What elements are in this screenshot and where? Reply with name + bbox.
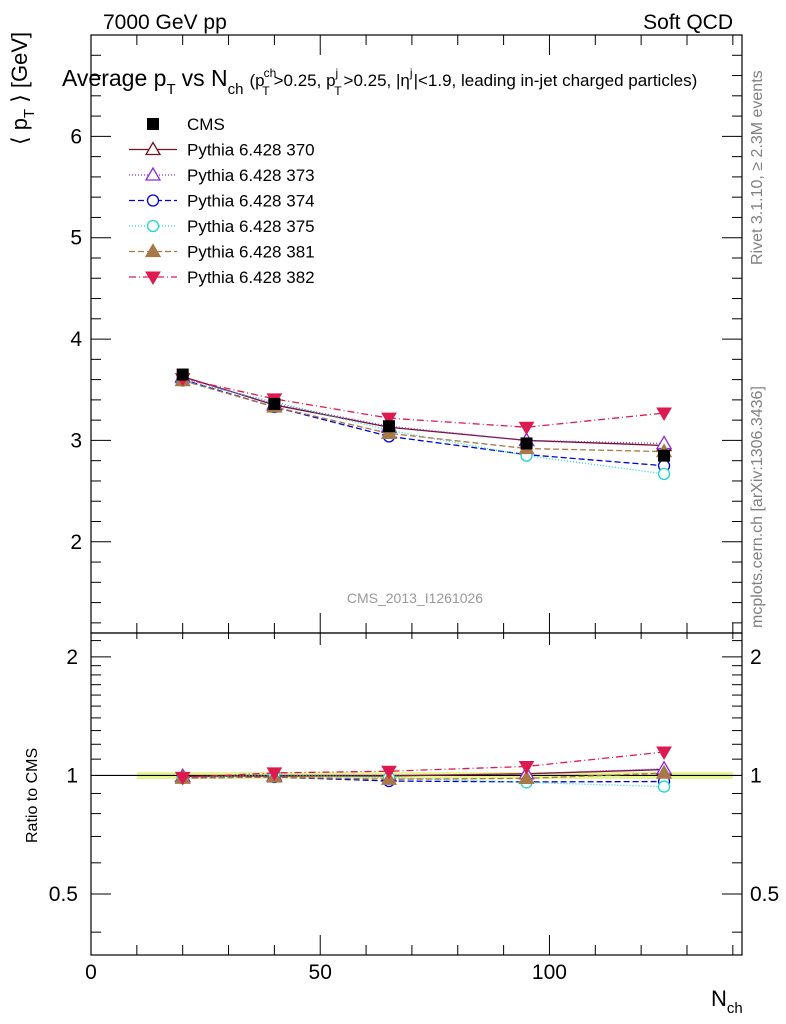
rivet-version-label: Rivet 3.1.10, ≥ 2.3M events bbox=[749, 70, 766, 265]
ratio-point-p381 bbox=[518, 770, 535, 785]
point-p382 bbox=[656, 407, 672, 422]
ratio-point-p382 bbox=[656, 746, 672, 760]
ratio-point-p382 bbox=[174, 771, 191, 786]
legend: CMS Pythia 6.428 370 Pythia 6.428 373 Pythi… bbox=[129, 115, 315, 287]
ratio-point-p375 bbox=[657, 780, 671, 793]
point-p382 bbox=[518, 421, 535, 436]
ratio-point-p382 bbox=[518, 760, 535, 775]
x-tick-label: 50 bbox=[309, 961, 332, 984]
point-cms bbox=[268, 397, 281, 410]
analysis-watermark: CMS_2013_I1261026 bbox=[347, 590, 483, 606]
ratio-series-group bbox=[174, 746, 673, 793]
point-p375 bbox=[657, 467, 671, 481]
ratio-tick-label-right: 1 bbox=[750, 764, 762, 787]
x-tick-label: 0 bbox=[85, 961, 97, 984]
chart-title: Average pT vs Nch (pch T>0.25, pj T>0.25, |η… bbox=[62, 65, 697, 98]
energy-label: 7000 GeV pp bbox=[103, 11, 227, 34]
legend-label-p382: Pythia 6.428 382 bbox=[187, 268, 315, 287]
mcplots-reference-label: mcplots.cern.ch [arXiv:1306.3436] bbox=[749, 386, 766, 628]
ratio-tick-label: 2 bbox=[66, 646, 78, 669]
y-axis-label: ⟨ pT ⟩ [GeV] bbox=[7, 32, 38, 145]
ratio-point-p382 bbox=[381, 765, 397, 780]
legend-marker-p375 bbox=[146, 219, 160, 233]
ratio-y-axis-label: Ratio to CMS bbox=[24, 748, 41, 843]
ratio-point-p382 bbox=[266, 767, 283, 781]
ratio-point-p381 bbox=[655, 764, 673, 779]
legend-label-p374: Pythia 6.428 374 bbox=[187, 192, 315, 211]
main-series-group bbox=[174, 368, 673, 481]
x-tick-label: 100 bbox=[532, 961, 567, 984]
point-cms bbox=[520, 437, 533, 450]
point-cms bbox=[176, 368, 189, 381]
legend-marker-p370 bbox=[144, 141, 162, 156]
y-tick-label: 3 bbox=[70, 429, 82, 452]
category-label: Soft QCD bbox=[643, 11, 733, 34]
point-cms bbox=[382, 420, 395, 433]
legend-label-p373: Pythia 6.428 373 bbox=[187, 166, 315, 185]
ratio-tick-label-right: 0.5 bbox=[750, 883, 779, 906]
series-line-p370 bbox=[182, 375, 665, 447]
ratio-line-p381 bbox=[182, 772, 665, 780]
legend-marker-cms bbox=[147, 118, 159, 130]
ratio-tick-label-right: 2 bbox=[750, 646, 762, 669]
axis-ticks: 0 50 100 2 3 4 5 6 0.5 0.5 1 1 2 2 bbox=[49, 35, 779, 984]
legend-label-p381: Pythia 6.428 381 bbox=[187, 243, 315, 262]
legend-marker-p374 bbox=[146, 194, 160, 207]
legend-label-p370: Pythia 6.428 370 bbox=[187, 141, 315, 160]
series-line-p381 bbox=[182, 379, 665, 453]
point-p382 bbox=[381, 412, 397, 427]
point-cms bbox=[658, 449, 671, 462]
ratio-tick-label: 0.5 bbox=[49, 883, 78, 906]
ratio-line-p374 bbox=[182, 776, 665, 783]
y-tick-label: 5 bbox=[70, 227, 82, 250]
series-line-p382 bbox=[182, 377, 665, 428]
series-line-p373 bbox=[182, 376, 665, 445]
series-line-p374 bbox=[182, 378, 665, 467]
x-axis-label: Nch bbox=[711, 986, 743, 1017]
legend-marker-p381 bbox=[144, 243, 162, 258]
legend-label-p375: Pythia 6.428 375 bbox=[187, 217, 315, 236]
point-p381 bbox=[380, 425, 398, 439]
ratio-tick-label: 1 bbox=[66, 764, 78, 787]
y-tick-label: 2 bbox=[70, 531, 82, 554]
y-tick-label: 4 bbox=[70, 328, 82, 351]
y-tick-label: 6 bbox=[70, 125, 82, 148]
legend-marker-p373 bbox=[144, 166, 162, 181]
ratio-plot-frame bbox=[90, 632, 743, 956]
legend-marker-p382 bbox=[145, 271, 161, 285]
legend-label-cms: CMS bbox=[187, 115, 225, 134]
